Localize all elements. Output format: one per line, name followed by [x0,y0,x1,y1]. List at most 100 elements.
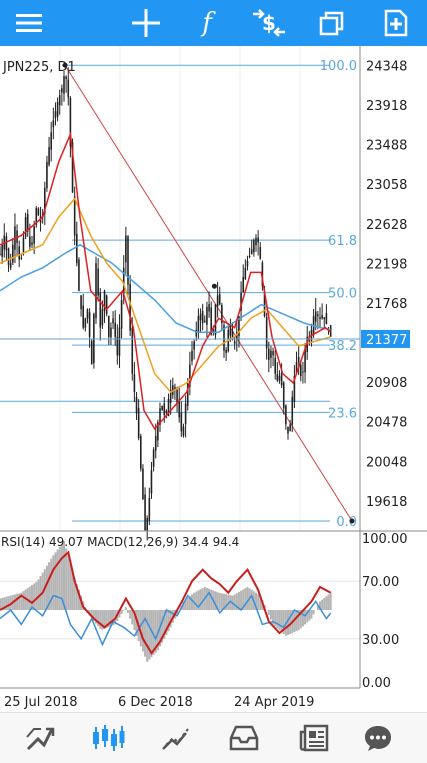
candle-body [268,348,270,360]
macd-bar [233,594,236,610]
candle-body [159,408,161,425]
news-icon[interactable] [296,721,332,755]
macd-bar [31,585,33,610]
candle-body [221,305,223,324]
macd-bar [20,592,23,610]
candle-body [216,295,219,307]
macd-bar [127,610,129,613]
candle-body [259,246,262,259]
candle-body [197,316,200,332]
indicator-tick-label: 100.00 [362,532,408,547]
macd-bar [69,563,72,610]
candle-body [5,236,8,251]
windows-icon[interactable] [313,4,351,42]
inbox-icon[interactable] [226,721,262,755]
new-order-icon[interactable] [377,4,415,42]
top-toolbar: f $ [0,0,427,46]
macd-bar [129,610,132,619]
macd-bar [144,610,147,657]
candle-body [176,389,178,404]
price-grid [59,46,301,531]
macd-bar [16,593,19,610]
candle-body [189,364,191,387]
chart-canvas[interactable]: 100.061.850.038.223.60.0 JPN225, D1 2434… [0,46,427,712]
macd-bar [188,596,191,610]
price-pane: 100.061.850.038.223.60.0 JPN225, D1 2434… [0,46,427,541]
trendline[interactable] [62,62,355,524]
candle-body [329,325,332,337]
macd-bar [54,552,57,610]
candle-body [325,313,328,325]
candle-body [174,386,176,390]
fib-level-label: 23.6 [328,406,357,421]
fib-level-label: 61.8 [328,234,357,249]
symbols-button[interactable]: $ [250,4,288,42]
macd-bar [35,581,38,610]
macd-bar [306,610,309,623]
price-tick-label: 19618 [366,495,407,510]
macd-bar [22,591,25,610]
macd-bar [75,584,78,610]
macd-bar [60,543,63,610]
candle-body [150,470,153,494]
candle-body [86,309,89,319]
chart-area[interactable]: 100.0 61.8 50.0 38.2 23.6 0.0 JPN225, D1 2434… [0,46,427,712]
history-icon[interactable] [158,721,194,755]
price-tick-label: 20478 [366,416,407,431]
candle-body [114,322,116,337]
fib-level-label: 100.0 [320,59,357,74]
candle-body [302,371,304,373]
candle-body [103,290,106,311]
candle-body [9,263,12,268]
macd-bar [297,610,300,631]
ma-mid-line [0,197,331,394]
candle-body [105,295,108,314]
price-axis: 24348 23918 23488 23058 22628 22198 21768 21377… [0,59,410,510]
candle-body [71,142,74,193]
ma-fast-line [0,131,332,431]
candle-body [29,236,31,247]
candle-body [0,253,1,255]
candle-body [287,426,289,434]
candle-body [93,313,95,364]
macd-bar [205,587,208,610]
macd-bar [186,597,189,610]
candle-body [180,412,183,432]
macd-bar [45,565,48,610]
chart-icon[interactable] [90,721,126,755]
candle-body [276,374,279,381]
menu-icon[interactable] [10,4,48,42]
macd-bar [120,610,123,615]
candle-body [24,217,27,237]
macd-bar [150,610,153,658]
candle-body [178,399,180,418]
fibonacci-levels: 100.061.850.038.223.60.0 [0,59,357,530]
candle-body [295,362,298,374]
trade-icon[interactable] [22,721,58,755]
price-tick-label: 20048 [366,455,407,470]
chat-icon[interactable] [360,721,396,755]
candle-body [186,382,189,407]
candle-body [317,314,319,317]
macd-bar [235,593,238,610]
macd-bar [323,597,326,610]
candle-body [97,268,99,296]
candle-body [152,449,155,467]
candle-body [37,208,40,216]
candle-body [129,284,131,331]
indicators-button[interactable]: f [188,4,226,42]
candle-body [56,102,59,117]
crosshair-icon[interactable] [127,4,165,42]
macd-bar [161,610,164,643]
rsi-path [0,550,332,656]
candle-body [257,237,259,243]
candle-body [67,79,70,98]
macd-bar [250,589,253,610]
macd-bar [316,605,319,610]
fib-level-label: 50.0 [328,287,357,302]
ma-slow-line [0,243,331,333]
indicator-axis: 100.00 70.00 30.00 0.00 [362,532,408,691]
indicator-label: RSI(14) 49.07 MACD(12,26,9) 34.4 94.4 [1,535,239,549]
macd-bar [229,595,232,610]
macd-bar [122,610,125,611]
